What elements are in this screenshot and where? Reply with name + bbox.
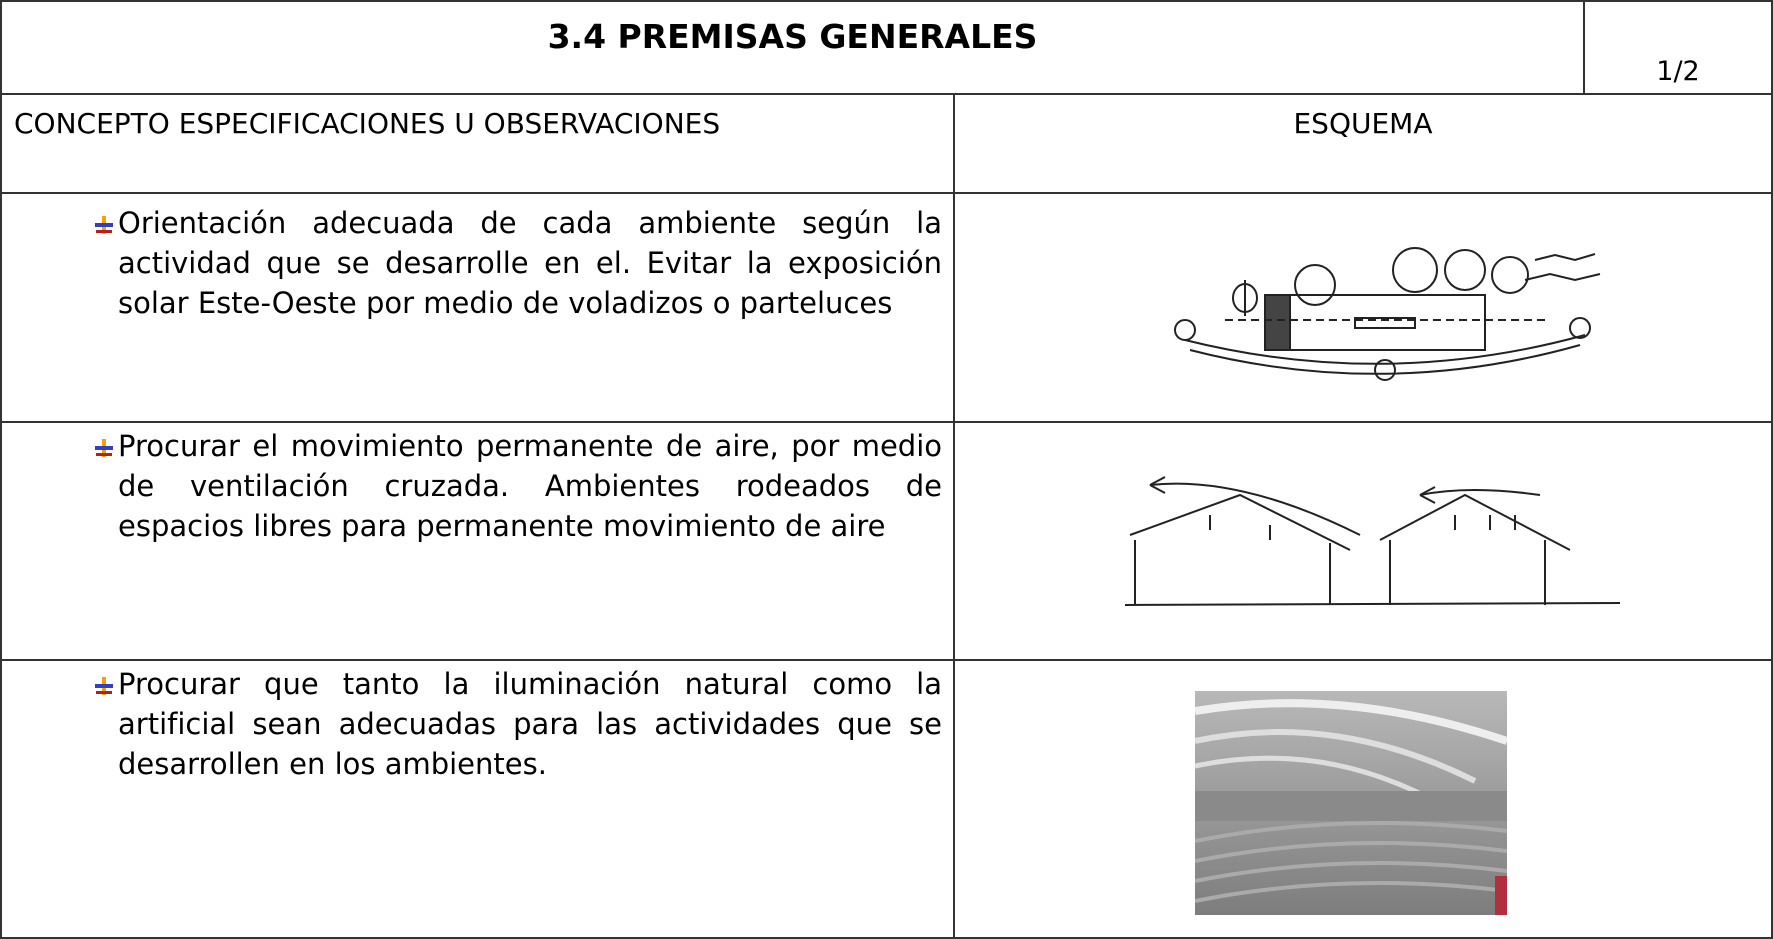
bullet-icon bbox=[95, 439, 113, 457]
interior-photo bbox=[1195, 691, 1507, 915]
column-header: ESQUEMA bbox=[953, 93, 1773, 194]
page-number: 1/2 bbox=[1583, 0, 1773, 95]
row-text: Procurar el movimiento permanente de air… bbox=[118, 429, 942, 543]
row-text: Orientación adecuada de cada ambiente se… bbox=[118, 206, 942, 320]
ventilation-sketch bbox=[1124, 476, 1621, 606]
column-header: CONCEPTO ESPECIFICACIONES U OBSERVACIONE… bbox=[0, 93, 955, 194]
row-text: Procurar que tanto la iluminación natura… bbox=[118, 667, 942, 781]
bullet-icon bbox=[95, 216, 113, 234]
title: 3.4 PREMISAS GENERALES bbox=[0, 0, 1585, 95]
bullet-icon bbox=[95, 677, 113, 695]
sun-path-sketch bbox=[1174, 247, 1601, 381]
